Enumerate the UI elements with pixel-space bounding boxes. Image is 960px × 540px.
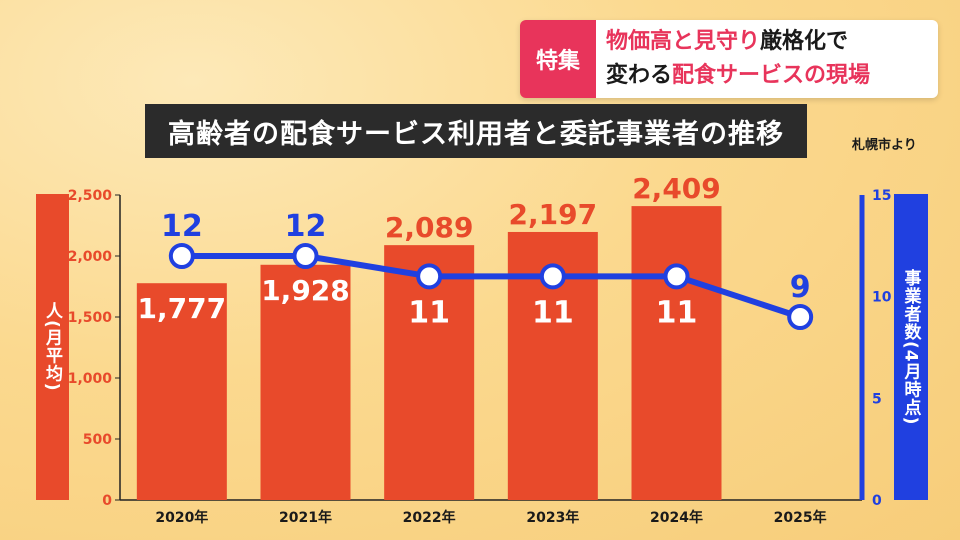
line-point [787,304,814,330]
bar-value-label: 2,409 [632,172,721,205]
right-tick-label: 5 [872,391,882,407]
x-category-label: 2021年 [279,509,332,526]
left-tick-label: 1,000 [68,371,113,387]
x-category-label: 2020年 [155,509,208,526]
headline-plain-2: 変わる [606,63,673,88]
line-value-label: 11 [656,295,698,330]
line-point [663,263,690,290]
x-category-label: 2023年 [526,509,579,526]
line-series [181,253,802,320]
feature-headline: 物価高と見守り厳格化で 変わる配食サービスの現場 [596,20,938,98]
bar [136,283,227,500]
left-axis-label-panel: 人(月平均) [36,194,69,500]
right-axis-label: 事業者数(4月時点) [900,268,921,426]
left-tick-label: 2,000 [68,249,113,265]
line-point [416,263,443,290]
line-value-label: 11 [408,295,450,330]
line-point [539,263,566,290]
right-tick-label: 0 [872,493,882,509]
line-value-label: 12 [285,209,327,244]
headline-accent-2: 配食サービスの現場 [672,63,871,88]
x-category-label: 2022年 [403,509,456,526]
right-tick-label: 10 [872,290,892,306]
source-note: 札幌市より [852,138,917,153]
bar-value-label: 1,777 [138,292,227,325]
headline-accent-1: 物価高と見守り [606,29,761,54]
left-tick-label: 500 [83,432,112,448]
bar-value-label: 2,197 [509,198,598,231]
left-tick-label: 1,500 [68,310,113,326]
line-value-label: 11 [532,295,574,330]
left-tick-label: 2,500 [68,188,113,204]
chart-title: 高齢者の配食サービス利用者と委託事業者の推移 [145,104,807,158]
line-point [168,243,195,269]
bar [260,264,351,500]
feature-tag: 特集 [520,20,596,98]
line-point [292,243,319,269]
headline-line-2: 変わる配食サービスの現場 [606,59,928,93]
bar [631,206,722,501]
headline-rest-1: 厳格化で [760,29,849,54]
x-category-label: 2025年 [774,509,827,526]
bar-value-label: 2,089 [385,211,474,244]
headline-line-1: 物価高と見守り厳格化で [606,25,928,59]
line-value-label: 12 [161,209,203,244]
feature-badge: 特集 物価高と見守り厳格化で 変わる配食サービスの現場 [520,20,938,98]
right-tick-label: 15 [872,188,891,204]
left-axis-label: 人(月平均) [42,302,62,392]
line-value-label: 9 [790,270,811,305]
x-category-label: 2024年 [650,509,703,526]
left-tick-label: 0 [102,493,112,509]
bar-value-label: 1,928 [261,274,350,307]
right-axis-label-panel: 事業者数(4月時点) [894,194,928,500]
